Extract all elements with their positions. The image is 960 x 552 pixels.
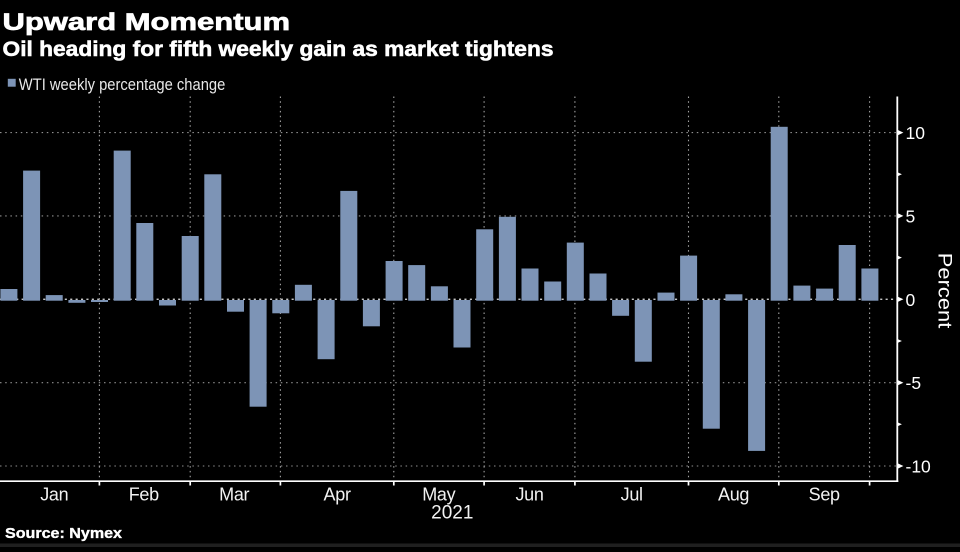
svg-text:Aug: Aug — [718, 484, 749, 504]
svg-text:May: May — [422, 484, 455, 504]
svg-text:Mar: Mar — [219, 484, 249, 504]
svg-text:Jul: Jul — [621, 484, 643, 504]
svg-text:Feb: Feb — [129, 484, 159, 504]
svg-text:WTI weekly percentage change: WTI weekly percentage change — [19, 75, 226, 94]
svg-text:Sep: Sep — [809, 484, 840, 504]
svg-text:2021: 2021 — [431, 503, 473, 524]
svg-text:Oil heading for fifth weekly g: Oil heading for fifth weekly gain as mar… — [3, 38, 554, 61]
svg-text:Percent: Percent — [934, 253, 956, 329]
svg-text:Apr: Apr — [324, 484, 351, 504]
svg-text:0: 0 — [906, 290, 916, 310]
svg-text:-5: -5 — [906, 373, 922, 393]
svg-text:-10: -10 — [906, 457, 932, 477]
svg-text:10: 10 — [906, 123, 926, 143]
svg-text:Source: Nymex: Source: Nymex — [5, 526, 122, 542]
svg-text:Jan: Jan — [40, 484, 68, 504]
svg-text:5: 5 — [906, 206, 916, 226]
svg-text:Jun: Jun — [515, 484, 543, 504]
svg-text:Upward Momentum: Upward Momentum — [3, 9, 291, 36]
